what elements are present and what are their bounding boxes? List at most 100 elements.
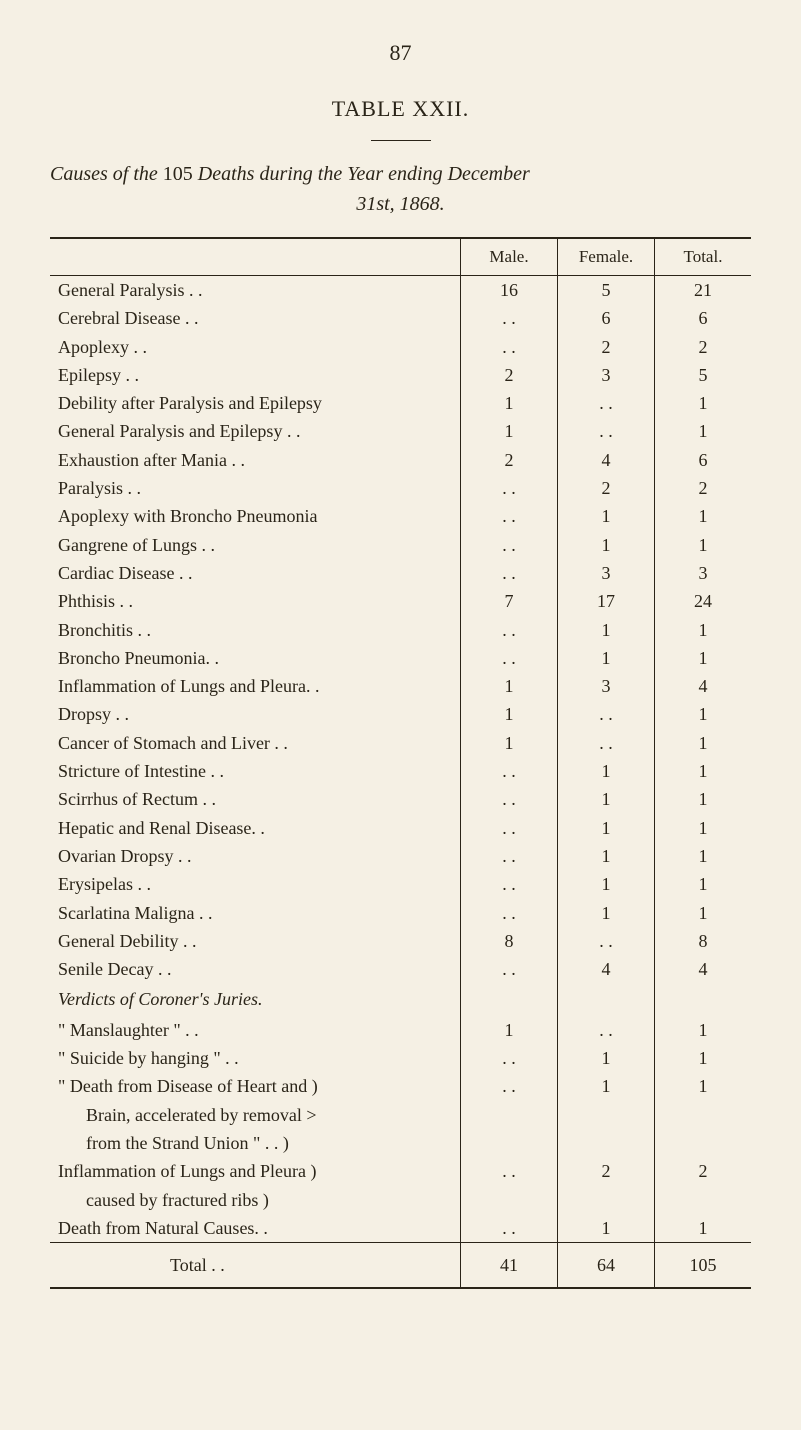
cell-total: 1 <box>655 899 752 927</box>
table-row: Phthisis . .71724 <box>50 587 751 615</box>
cell-cause: " Death from Disease of Heart and ) <box>50 1072 461 1100</box>
cell-male: 1 <box>461 1016 558 1044</box>
cell-male: . . <box>461 870 558 898</box>
cell-cause: General Paralysis . . <box>50 276 461 305</box>
cell-female: 1 <box>558 870 655 898</box>
cell-empty <box>461 983 558 1015</box>
cell-total: 3 <box>655 559 752 587</box>
cell-total: 1 <box>655 644 752 672</box>
cell-total: 1 <box>655 1072 752 1157</box>
cell-empty <box>558 983 655 1015</box>
cell-cause: Brain, accelerated by removal > <box>50 1101 461 1129</box>
table-row: Hepatic and Renal Disease. .. .11 <box>50 814 751 842</box>
cell-male: 1 <box>461 700 558 728</box>
cell-total: 1 <box>655 842 752 870</box>
cell-male: . . <box>461 1072 558 1157</box>
cell-total: 1 <box>655 700 752 728</box>
cell-female: 1 <box>558 842 655 870</box>
total-female: 64 <box>558 1243 655 1289</box>
cell-male: . . <box>461 616 558 644</box>
cell-total: 2 <box>655 474 752 502</box>
cell-cause: " Manslaughter " . . <box>50 1016 461 1044</box>
cell-female: 3 <box>558 559 655 587</box>
header-cause <box>50 238 461 276</box>
cell-male: . . <box>461 333 558 361</box>
cell-male: 1 <box>461 672 558 700</box>
table-row: Gangrene of Lungs . .. .11 <box>50 531 751 559</box>
cell-female: 17 <box>558 587 655 615</box>
cell-female: 6 <box>558 304 655 332</box>
cell-total: 6 <box>655 304 752 332</box>
cell-female: 2 <box>558 333 655 361</box>
subtitle-prefix: Causes of the <box>50 163 163 185</box>
cell-male: . . <box>461 1157 558 1214</box>
cell-cause: " Suicide by hanging " . . <box>50 1044 461 1072</box>
table-row: " Manslaughter " . .1. .1 <box>50 1016 751 1044</box>
cell-cause: Dropsy . . <box>50 700 461 728</box>
cell-male: 1 <box>461 417 558 445</box>
cell-total: 1 <box>655 814 752 842</box>
cell-cause: Inflammation of Lungs and Pleura ) <box>50 1157 461 1185</box>
table-row: Scirrhus of Rectum . .. .11 <box>50 785 751 813</box>
cell-total: 21 <box>655 276 752 305</box>
cell-total: 5 <box>655 361 752 389</box>
total-row: Total . . 41 64 105 <box>50 1243 751 1289</box>
table-row: Erysipelas . .. .11 <box>50 870 751 898</box>
cell-total: 1 <box>655 757 752 785</box>
table-title: TABLE XXII. <box>50 96 751 122</box>
subtitle-mid: Deaths during the Year ending December <box>198 163 530 185</box>
cell-female: 3 <box>558 361 655 389</box>
table-row: Inflammation of Lungs and Pleura ) . . 2… <box>50 1157 751 1185</box>
cell-cause: Apoplexy . . <box>50 333 461 361</box>
total-total: 105 <box>655 1243 752 1289</box>
table-row: General Paralysis . .16521 <box>50 276 751 305</box>
table-row: Dropsy . .1. .1 <box>50 700 751 728</box>
table-row: Debility after Paralysis and Epilepsy1. … <box>50 389 751 417</box>
cell-cause: Broncho Pneumonia. . <box>50 644 461 672</box>
cell-female: 2 <box>558 1157 655 1214</box>
cell-male: . . <box>461 474 558 502</box>
cell-cause: Bronchitis . . <box>50 616 461 644</box>
cell-total: 1 <box>655 502 752 530</box>
page-number: 87 <box>50 40 751 66</box>
cell-female: . . <box>558 1016 655 1044</box>
cell-cause: Inflammation of Lungs and Pleura. . <box>50 672 461 700</box>
cell-cause: Phthisis . . <box>50 587 461 615</box>
cell-male: . . <box>461 531 558 559</box>
table-row: General Paralysis and Epilepsy . .1. .1 <box>50 417 751 445</box>
cell-total: 8 <box>655 927 752 955</box>
cell-female: 3 <box>558 672 655 700</box>
cell-total: 1 <box>655 531 752 559</box>
cell-cause: Epilepsy . . <box>50 361 461 389</box>
cell-cause: caused by fractured ribs ) <box>50 1186 461 1214</box>
cell-male: . . <box>461 814 558 842</box>
cell-male: 1 <box>461 729 558 757</box>
cell-male: . . <box>461 899 558 927</box>
cell-cause: Exhaustion after Mania . . <box>50 446 461 474</box>
table-row: " Death from Disease of Heart and ) . . … <box>50 1072 751 1100</box>
cell-total: 1 <box>655 389 752 417</box>
cell-cause: Erysipelas . . <box>50 870 461 898</box>
cell-cause: Gangrene of Lungs . . <box>50 531 461 559</box>
cell-total: 6 <box>655 446 752 474</box>
cell-male: 1 <box>461 389 558 417</box>
cell-total: 2 <box>655 1157 752 1214</box>
table-row: Cardiac Disease . .. .33 <box>50 559 751 587</box>
cell-cause: General Debility . . <box>50 927 461 955</box>
cell-male: . . <box>461 1214 558 1243</box>
cell-total: 1 <box>655 616 752 644</box>
cell-cause: Ovarian Dropsy . . <box>50 842 461 870</box>
cell-male: . . <box>461 757 558 785</box>
cell-cause: from the Strand Union " . . ) <box>50 1129 461 1157</box>
table-row: Bronchitis . .. .11 <box>50 616 751 644</box>
cell-female: 1 <box>558 616 655 644</box>
table-row: Paralysis . .. .22 <box>50 474 751 502</box>
cell-total: 4 <box>655 672 752 700</box>
table-row: Epilepsy . .235 <box>50 361 751 389</box>
table-row: Broncho Pneumonia. .. .11 <box>50 644 751 672</box>
table-row: Inflammation of Lungs and Pleura. .134 <box>50 672 751 700</box>
cell-female: 4 <box>558 955 655 983</box>
causes-table: Male. Female. Total. General Paralysis .… <box>50 237 751 1289</box>
cell-cause: Hepatic and Renal Disease. . <box>50 814 461 842</box>
header-total: Total. <box>655 238 752 276</box>
